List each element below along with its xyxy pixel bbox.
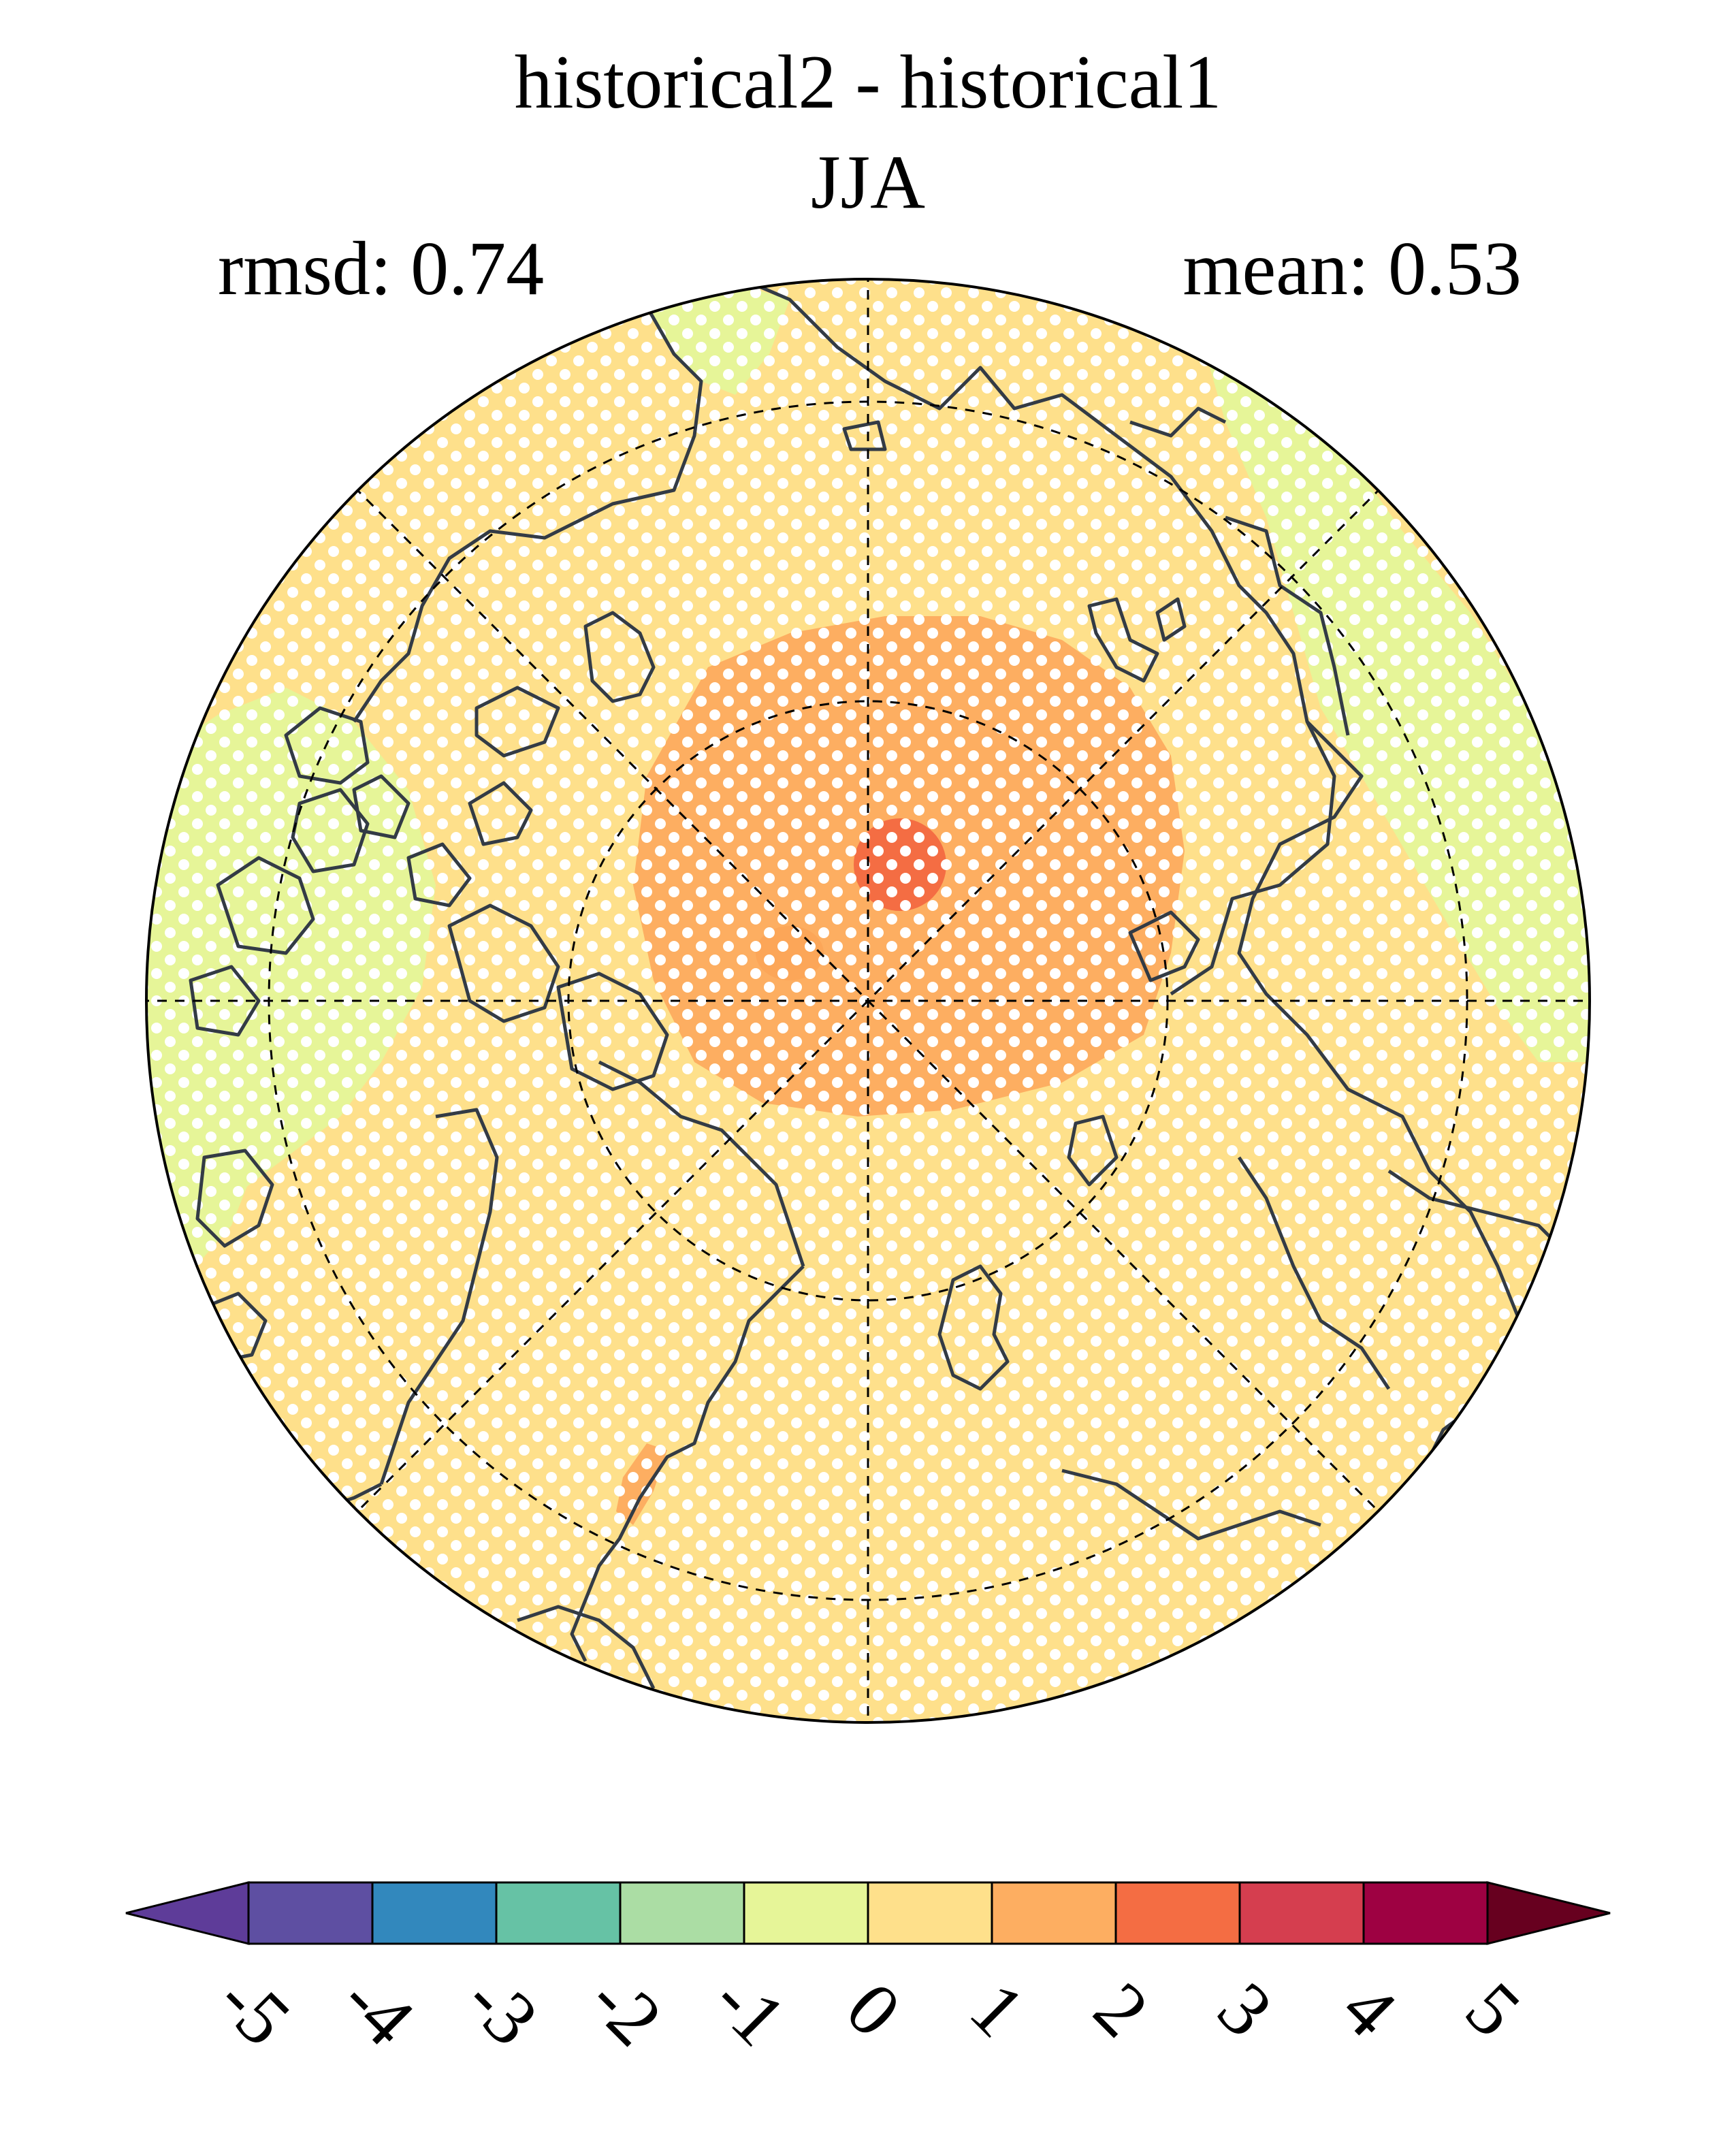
- rmsd-annotation: rmsd: 0.74: [218, 227, 544, 311]
- coastlines: [189, 279, 1588, 1718]
- colorbar-tick-label: 5: [1449, 1966, 1536, 2053]
- colorbar-box: [495, 1881, 622, 1945]
- colorbar-box: [1114, 1881, 1241, 1945]
- chart-subtitle: JJA: [811, 140, 925, 225]
- colorbar-box: [619, 1881, 745, 1945]
- colorbar-tick-label: -5: [202, 1957, 306, 2062]
- colorbar-box: [1362, 1881, 1489, 1945]
- chart-title: historical2 - historical1: [515, 40, 1222, 125]
- colorbar-box: [1238, 1881, 1365, 1945]
- colorbar-extend-low: [125, 1881, 250, 1945]
- colorbar-box: [991, 1881, 1117, 1945]
- mean-annotation: mean: 0.53: [1183, 227, 1522, 311]
- colorbar-tick-label: -1: [697, 1957, 802, 2062]
- colorbar-tick-label: 4: [1325, 1966, 1412, 2053]
- map-outline: [145, 278, 1591, 1724]
- graticule: [146, 279, 1590, 1722]
- colorbar-tick-label: 2: [1078, 1966, 1164, 2053]
- colorbar-tick-label: -2: [573, 1957, 678, 2062]
- colorbar-box: [247, 1881, 374, 1945]
- polar-map: [146, 279, 1590, 1722]
- colorbar-tick-label: -3: [449, 1957, 554, 2062]
- colorbar-tick-label: 1: [954, 1966, 1040, 2053]
- colorbar-ticks: -5 -4 -3 -2 -1 0 1 2 3 4 5: [202, 1957, 1536, 2062]
- colorbar-tick-label: 3: [1202, 1966, 1288, 2053]
- colorbar-extend-high: [1486, 1881, 1611, 1945]
- colorbar-box: [743, 1881, 869, 1945]
- colorbar-box: [371, 1881, 498, 1945]
- colorbar-tick-label: -4: [325, 1957, 430, 2062]
- colorbar-box: [867, 1881, 993, 1945]
- colorbar-tick-label: 0: [830, 1966, 916, 2053]
- colorbar: [125, 1881, 1611, 1945]
